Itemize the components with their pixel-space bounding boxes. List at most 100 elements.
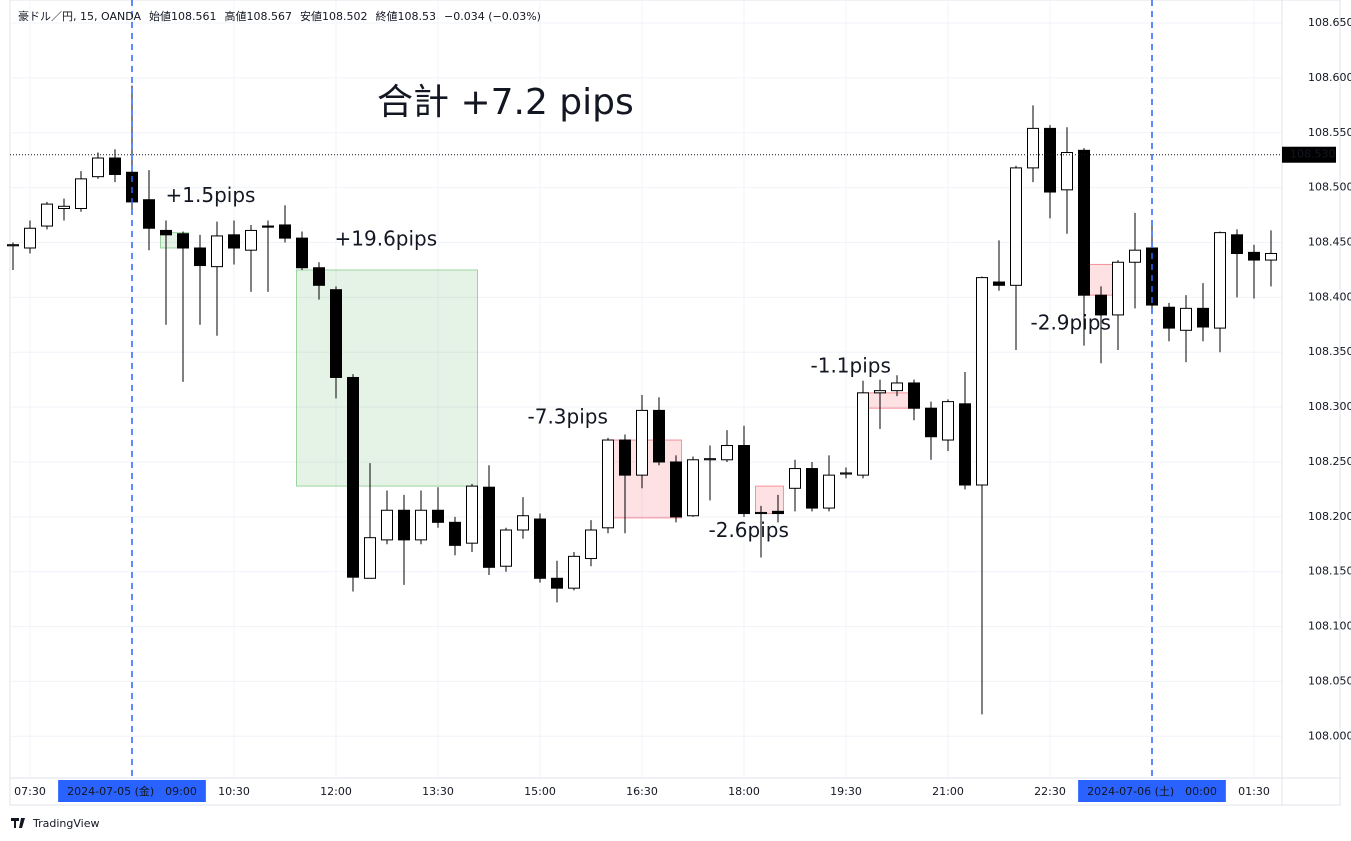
- candle-body: [704, 458, 716, 461]
- zone-label: -2.6pips: [709, 518, 789, 542]
- candle-body: [619, 439, 631, 476]
- x-tick-label: 16:30: [626, 785, 658, 798]
- candle-body: [993, 281, 1005, 286]
- y-tick-label: 108.350: [1308, 345, 1351, 358]
- candle-body: [653, 409, 665, 463]
- candle-body: [58, 205, 70, 209]
- zone-label: -7.3pips: [528, 405, 608, 429]
- ohlc-label: 終値: [376, 9, 398, 23]
- candle-body: [670, 461, 682, 518]
- candle-body: [1010, 167, 1022, 286]
- zone-label: -1.1pips: [811, 353, 891, 377]
- candle-body: [347, 376, 359, 578]
- ohlc-value: 108.53: [398, 10, 437, 23]
- y-tick-label: 108.300: [1308, 400, 1351, 413]
- candle-body: [1129, 249, 1141, 263]
- chart-title: 合計 +7.2 pips: [377, 82, 634, 123]
- candle-body: [1112, 261, 1124, 316]
- candle-body: [840, 472, 852, 475]
- candle-body: [857, 392, 869, 476]
- candle-body: [449, 521, 461, 546]
- y-tick-label: 108.100: [1308, 620, 1351, 633]
- x-tick-label: 10:30: [218, 785, 250, 798]
- candle-body: [432, 509, 444, 523]
- candle-body: [1163, 306, 1175, 329]
- x-tick-label: 07:30: [14, 785, 46, 798]
- ohlc-value: 108.502: [322, 10, 368, 23]
- y-tick-label: 108.000: [1308, 729, 1351, 742]
- candle-body: [1180, 307, 1192, 331]
- chart-frame: [9, 0, 1341, 806]
- candle-body: [687, 459, 699, 517]
- candle-body: [313, 267, 325, 286]
- candle-body: [7, 244, 19, 247]
- candle-body: [228, 234, 240, 249]
- candle-body: [874, 390, 886, 394]
- symbol: 豪ドル／円, 15, OANDA: [18, 9, 141, 23]
- candle-body: [1231, 234, 1243, 254]
- x-tick-label: 19:30: [830, 785, 862, 798]
- y-tick-label: 108.150: [1308, 565, 1351, 578]
- candle-body: [721, 445, 733, 461]
- zone-label: +1.5pips: [166, 183, 256, 207]
- candle-body: [925, 407, 937, 438]
- candle-body: [789, 468, 801, 489]
- candle-body: [1027, 127, 1039, 169]
- candle-body: [806, 468, 818, 509]
- x-tick-label: 13:30: [422, 785, 454, 798]
- ohlc-label: 高値: [225, 9, 247, 23]
- candle-body: [398, 509, 410, 541]
- y-tick-label: 108.500: [1308, 181, 1351, 194]
- candle-body: [1214, 232, 1226, 329]
- ohlc-value: 108.561: [171, 10, 217, 23]
- x-tick-label: 18:00: [728, 785, 760, 798]
- candle-body: [976, 277, 988, 486]
- candle-body: [262, 225, 274, 228]
- candle-body: [755, 511, 767, 515]
- logo: [11, 818, 25, 828]
- candle-body: [585, 529, 597, 560]
- candle-body: [1248, 251, 1260, 261]
- y-tick-label: 108.450: [1308, 236, 1351, 249]
- x-tick-label: 2024-07-06 (土) 00:00: [1087, 785, 1217, 798]
- candle-body: [568, 555, 580, 589]
- candle-body: [330, 289, 342, 378]
- candle-body: [177, 233, 189, 249]
- candle-body: [92, 157, 104, 178]
- candle-body: [1044, 127, 1056, 193]
- zone-label: +19.6pips: [335, 226, 438, 250]
- date-highlight: [58, 780, 206, 802]
- candle-body: [959, 403, 971, 486]
- change: −0.034 (−0.03%): [444, 10, 541, 23]
- candle-body: [279, 224, 291, 239]
- x-tick-label: 12:00: [320, 785, 352, 798]
- footer: TradingView: [32, 817, 99, 830]
- candle-body: [551, 577, 563, 589]
- legend-header: 豪ドル／円, 15, OANDA 始値108.561 高値108.567 安値108.…: [18, 9, 541, 23]
- candle-body: [772, 510, 784, 515]
- candle-body: [364, 537, 376, 579]
- candle-body: [517, 515, 529, 531]
- ohlc-label: 始値: [149, 9, 171, 23]
- date-highlight: [1078, 780, 1226, 802]
- candle-body: [24, 227, 36, 249]
- ohlc-label: 安値: [300, 9, 322, 23]
- candle-body: [211, 235, 223, 268]
- x-tick-label: 21:00: [932, 785, 964, 798]
- candle-body: [1197, 307, 1209, 328]
- x-tick-label: 15:00: [524, 785, 556, 798]
- candle-body: [738, 445, 750, 515]
- candle-body: [1078, 149, 1090, 296]
- candle-body: [41, 203, 53, 227]
- candle-body: [143, 199, 155, 229]
- candle-body: [194, 247, 206, 267]
- x-tick-label: 22:30: [1034, 785, 1066, 798]
- candle-body: [1061, 152, 1073, 191]
- candle-body: [636, 409, 648, 476]
- candle-body: [1265, 252, 1277, 261]
- candle-body: [245, 229, 257, 251]
- last-price-label: 108.530: [1290, 148, 1336, 161]
- y-tick-label: 108.050: [1308, 674, 1351, 687]
- y-tick-label: 108.200: [1308, 510, 1351, 523]
